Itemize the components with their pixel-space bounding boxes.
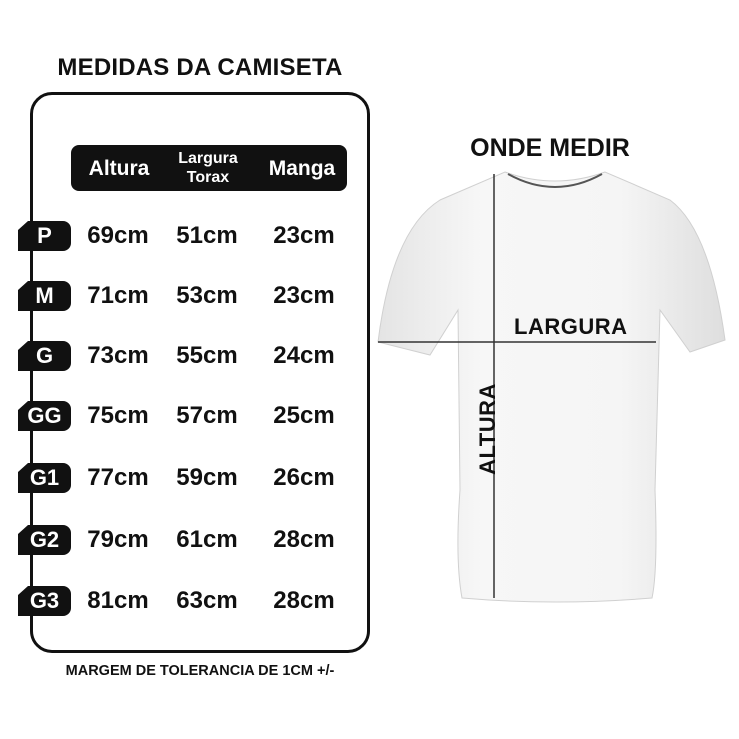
- size-row: GG 75cm 57cm 25cm: [0, 399, 370, 433]
- altura-value: 77cm: [87, 464, 149, 491]
- size-tag: P: [18, 221, 71, 251]
- largura-value: 61cm: [176, 526, 238, 553]
- manga-value: 28cm: [273, 587, 335, 614]
- altura-value: 71cm: [87, 282, 149, 309]
- column-header-altura: Altura: [88, 157, 150, 180]
- largura-value: 53cm: [176, 282, 238, 309]
- height-label: ALTURA: [475, 383, 500, 475]
- altura-value: 81cm: [87, 587, 149, 614]
- tshirt-illustration: [377, 171, 726, 603]
- tshirt-body: [377, 171, 726, 603]
- altura-value: 75cm: [87, 402, 149, 429]
- column-header-manga: Manga: [268, 157, 336, 180]
- diagram-title: ONDE MEDIR: [470, 134, 630, 162]
- size-row: G1 77cm 59cm 26cm: [0, 461, 370, 495]
- width-label: LARGURA: [514, 314, 628, 339]
- largura-value: 51cm: [176, 222, 238, 249]
- altura-value: 69cm: [87, 222, 149, 249]
- manga-value: 23cm: [273, 282, 335, 309]
- size-tag: G: [18, 341, 71, 371]
- size-tag: G3: [18, 586, 71, 616]
- size-tag: G2: [18, 525, 71, 555]
- size-row: G2 79cm 61cm 28cm: [0, 523, 370, 557]
- size-row: M 71cm 53cm 23cm: [0, 279, 370, 313]
- manga-value: 26cm: [273, 464, 335, 491]
- size-tag: G1: [18, 463, 71, 493]
- size-tag: GG: [18, 401, 71, 431]
- largura-value: 63cm: [176, 587, 238, 614]
- altura-value: 79cm: [87, 526, 149, 553]
- size-tag: M: [18, 281, 71, 311]
- size-row: P 69cm 51cm 23cm: [0, 219, 370, 253]
- manga-value: 25cm: [273, 402, 335, 429]
- size-row: G 73cm 55cm 24cm: [0, 339, 370, 373]
- size-chart-frame: [30, 92, 370, 653]
- largura-value: 59cm: [176, 464, 238, 491]
- largura-value: 57cm: [176, 402, 238, 429]
- manga-value: 24cm: [273, 342, 335, 369]
- tolerance-note: MARGEM DE TOLERANCIA DE 1CM +/-: [65, 663, 335, 679]
- manga-value: 23cm: [273, 222, 335, 249]
- largura-value: 55cm: [176, 342, 238, 369]
- manga-value: 28cm: [273, 526, 335, 553]
- size-chart-header: Altura Largura Torax Manga: [71, 145, 347, 191]
- size-row: G3 81cm 63cm 28cm: [0, 584, 370, 618]
- altura-value: 73cm: [87, 342, 149, 369]
- column-header-largura: Largura Torax: [178, 150, 238, 186]
- size-chart-title: MEDIDAS DA CAMISETA: [57, 54, 343, 81]
